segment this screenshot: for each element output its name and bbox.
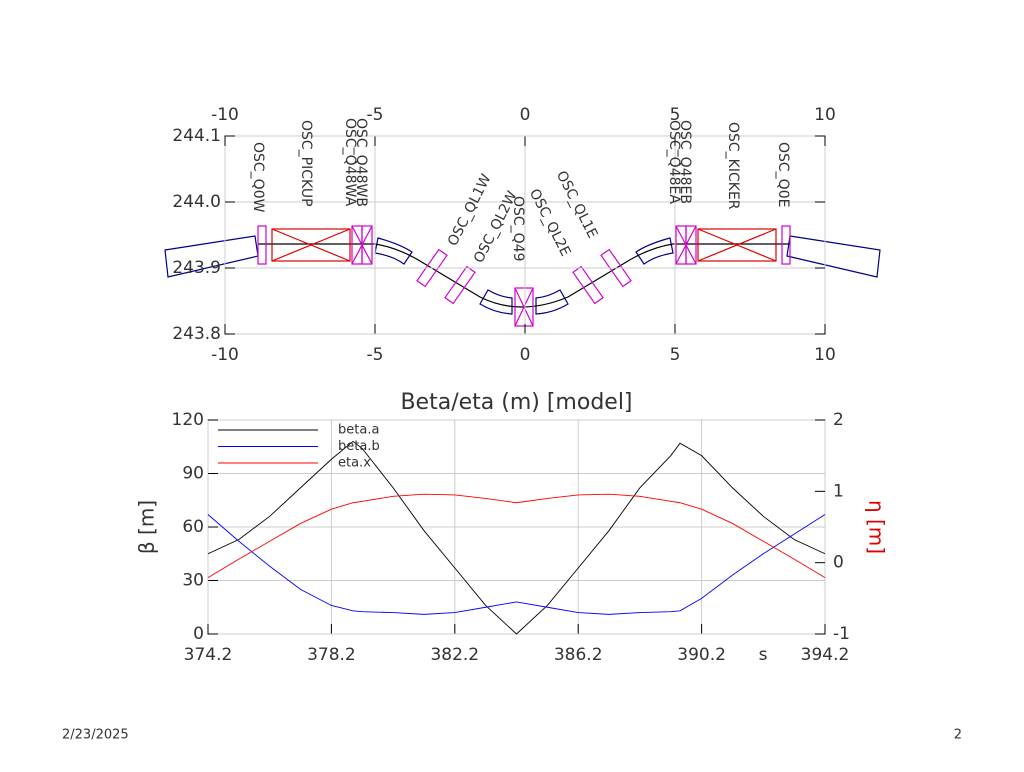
x-tick-label: 5 (670, 105, 681, 125)
element-label: OSC_Q0E (775, 142, 791, 207)
series-line (207, 440, 826, 635)
beamline (258, 243, 790, 308)
y-tick-label: 244.1 (172, 126, 221, 146)
series-line (207, 514, 826, 615)
x-tick-label: 382.2 (430, 645, 479, 665)
element-label: OSC_Q48EA (666, 120, 682, 204)
quad (675, 225, 687, 265)
x-tick-label: 0 (520, 105, 531, 125)
bend (635, 237, 674, 265)
y2-tick-label: -1 (833, 624, 850, 644)
quad (685, 225, 697, 265)
bend (786, 235, 881, 278)
x-tick-label: -10 (211, 345, 239, 365)
pickup (271, 228, 351, 262)
x-tick-label: 0 (520, 345, 531, 365)
x-tick-label: 10 (814, 105, 836, 125)
y-tick-label: 120 (172, 410, 204, 430)
x-tick-label: 386.2 (554, 645, 603, 665)
x-tick-label: 374.2 (184, 645, 233, 665)
quad (416, 248, 448, 288)
quad-cross (351, 225, 697, 327)
x-tick-label: 10 (814, 345, 836, 365)
y-tick-label: 60 (182, 517, 204, 537)
quad (444, 265, 476, 305)
element-label: OSC_KICKER (725, 122, 741, 210)
y2-axis-label: η [m] (865, 500, 889, 554)
quad (514, 287, 534, 327)
element-label: OSC_Q48WA (342, 118, 358, 207)
element-label: OSC_Q49 (510, 196, 526, 262)
kicker-cross (697, 228, 777, 262)
element-label: OSC_Q48WB (353, 118, 369, 207)
bend (535, 289, 569, 315)
y-tick-label: 0 (193, 624, 204, 644)
quad (572, 265, 604, 305)
lattice (164, 225, 881, 327)
pickup-cross (271, 228, 351, 262)
y2-tick-label: 2 (833, 410, 844, 430)
legend-label: beta.a (338, 423, 379, 438)
x-tick-label: 394.2 (801, 645, 850, 665)
element-label: OSC_PICKUP (298, 120, 314, 207)
x-tick-label: -5 (367, 105, 384, 125)
y2-tick-label: 0 (833, 553, 844, 573)
bend (374, 237, 413, 265)
quad (781, 225, 791, 265)
y-tick-label: 90 (182, 464, 204, 484)
y-tick-label: 244.0 (172, 192, 221, 212)
quad (361, 225, 373, 265)
x-tick-label: 378.2 (307, 645, 356, 665)
quad (257, 225, 267, 265)
x-axis-label: s (759, 645, 768, 665)
chart-title: Beta/eta (m) [model] (400, 390, 632, 415)
y-axis-label: β [m] (135, 500, 159, 554)
x-tick-label: -5 (367, 345, 384, 365)
legend-label: beta.b (338, 439, 380, 454)
quad (600, 248, 632, 288)
x-tick-label: 5 (670, 345, 681, 365)
y-tick-label: 243.8 (172, 324, 221, 344)
footer-date: 2/23/2025 (62, 728, 129, 743)
legend-label: eta.x (338, 456, 371, 471)
element-label: OSC_Q0W (250, 142, 266, 213)
series-line (207, 493, 826, 579)
bend (479, 289, 513, 315)
y-tick-label: 243.9 (172, 258, 221, 278)
y2-tick-label: 1 (833, 481, 844, 501)
element-label: OSC_Q48EB (677, 120, 693, 204)
page-number: 2 (954, 728, 962, 743)
kicker (697, 228, 777, 262)
x-tick-label: -10 (211, 105, 239, 125)
y-tick-label: 30 (182, 571, 204, 591)
quad (351, 225, 363, 265)
x-tick-label: 390.2 (677, 645, 726, 665)
